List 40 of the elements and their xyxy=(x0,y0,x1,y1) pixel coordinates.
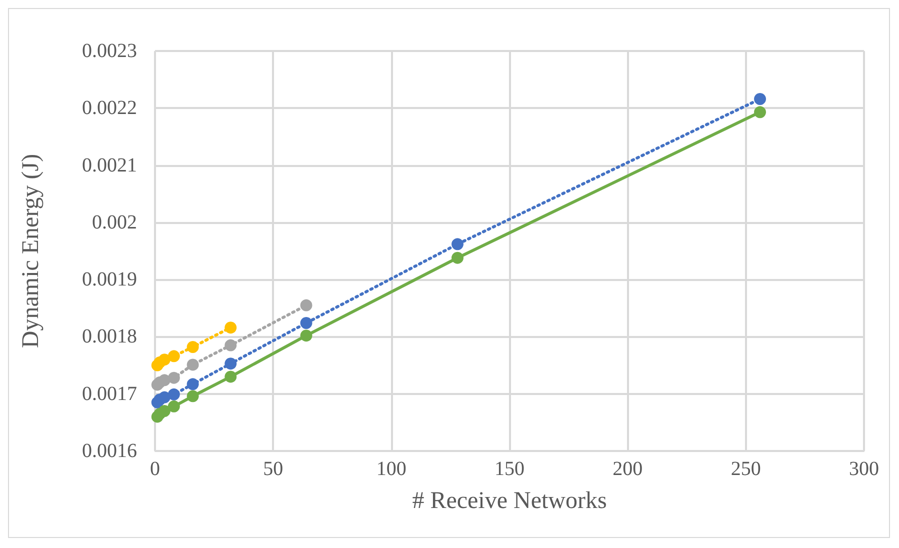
point xyxy=(186,341,199,353)
point xyxy=(168,388,180,400)
point xyxy=(300,317,312,329)
point xyxy=(300,330,312,342)
x-tick-label: 300 xyxy=(849,458,879,480)
point xyxy=(300,299,312,312)
point xyxy=(186,378,199,390)
point xyxy=(168,372,180,384)
point xyxy=(224,339,237,352)
point xyxy=(224,370,237,383)
point xyxy=(754,93,766,105)
point xyxy=(168,350,180,362)
y-tick-label: 0.0019 xyxy=(82,268,137,291)
point xyxy=(158,354,170,366)
point xyxy=(186,358,199,371)
point xyxy=(158,405,170,417)
x-tick-label: 250 xyxy=(730,458,761,480)
point xyxy=(168,400,180,412)
x-tick-label: 50 xyxy=(263,458,284,480)
y-tick-label: 0.0018 xyxy=(82,326,137,348)
x-tick-label: 0 xyxy=(150,458,160,480)
point xyxy=(224,358,237,370)
y-tick-label: 0.0022 xyxy=(82,97,137,120)
x-tick-label: 200 xyxy=(612,458,643,480)
point xyxy=(158,374,170,386)
x-tick-label: 100 xyxy=(376,458,406,480)
point xyxy=(452,238,464,250)
y-tick-label: 0.002 xyxy=(92,211,137,234)
point xyxy=(186,390,199,402)
y-tick-label: 0.0021 xyxy=(82,154,137,176)
point xyxy=(754,106,766,118)
y-tick-label: 0.0023 xyxy=(82,40,137,62)
y-tick-label: 0.0017 xyxy=(82,382,137,405)
x-axis-title: # Receive Networks xyxy=(412,488,607,514)
x-tick-label: 150 xyxy=(494,458,524,480)
y-tick-label: 0.0016 xyxy=(82,440,137,462)
point xyxy=(452,252,464,264)
y-axis-title: Dynamic Energy (J) xyxy=(18,154,44,348)
point xyxy=(224,322,237,334)
point xyxy=(158,391,170,404)
